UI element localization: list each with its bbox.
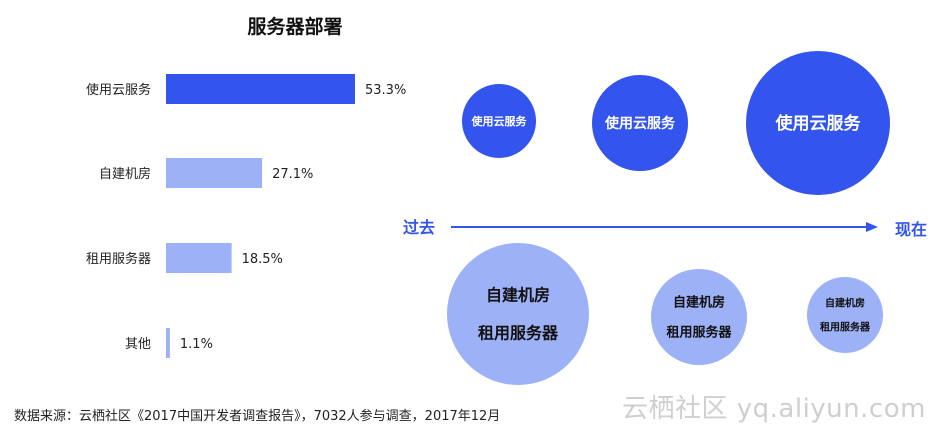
- bubble-label: 租用服务器: [666, 325, 732, 341]
- bubble-cloud: [746, 51, 890, 195]
- chart-title: 服务器部署: [247, 16, 343, 38]
- bar-category-label: 租用服务器: [86, 251, 151, 267]
- bar: [166, 74, 355, 104]
- bubble-label: 租用服务器: [478, 324, 559, 343]
- bar-value-label: 53.3%: [365, 83, 406, 98]
- bubble-onpremise: [447, 243, 589, 385]
- bar-category-label: 其他: [125, 337, 151, 352]
- bubble-label: 租用服务器: [820, 321, 871, 334]
- data-source-note: 数据来源：云栖社区《2017中国开发者调查报告》，7032人参与调查，2017年…: [14, 409, 501, 424]
- bubble-label: 自建机房: [486, 286, 550, 305]
- bubble-onpremise: [807, 277, 883, 353]
- bubble-label: 自建机房: [825, 297, 865, 310]
- bar: [166, 158, 263, 188]
- bar-value-label: 18.5%: [242, 252, 283, 267]
- bar-category-label: 自建机房: [99, 166, 151, 182]
- bar-value-label: 27.1%: [272, 167, 313, 182]
- bubble-label: 使用云服务: [604, 115, 676, 132]
- bubble-label: 使用云服务: [775, 113, 862, 134]
- axis-label-now: 现在: [895, 220, 927, 239]
- time-axis-arrowhead: [866, 222, 878, 232]
- bar: [166, 328, 170, 358]
- axis-label-past: 过去: [403, 218, 435, 237]
- bar-value-label: 1.1%: [180, 337, 213, 352]
- bar: [166, 243, 232, 273]
- bubble-cloud: [592, 75, 688, 171]
- bubble-cloud: [462, 84, 536, 158]
- bubble-label: 使用云服务: [471, 114, 528, 128]
- bar-category-label: 使用云服务: [86, 82, 151, 98]
- bubble-label: 自建机房: [673, 295, 725, 311]
- bubble-onpremise: [651, 269, 747, 365]
- watermark-text: 云栖社区 yq.aliyun.com: [622, 394, 926, 424]
